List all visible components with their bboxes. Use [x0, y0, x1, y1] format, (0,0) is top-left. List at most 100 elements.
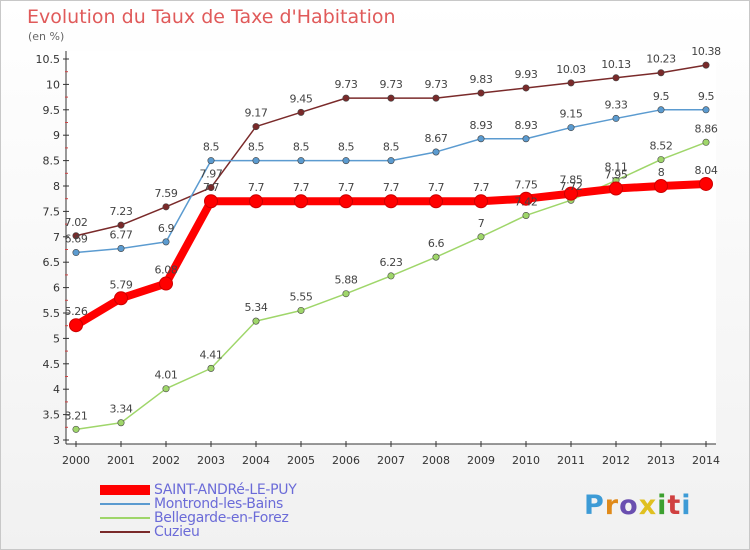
data-label: 7.97 — [200, 168, 223, 181]
y-tick-label: 5.5 — [43, 307, 61, 320]
data-label: 9.73 — [425, 78, 448, 91]
data-point — [699, 176, 713, 191]
data-point — [117, 244, 125, 252]
data-point — [432, 253, 440, 261]
data-point — [477, 89, 485, 97]
data-point — [207, 157, 215, 165]
data-point — [429, 194, 443, 209]
data-label: 8.93 — [470, 119, 493, 132]
data-point — [654, 179, 668, 193]
data-point — [522, 84, 530, 92]
legend-swatch — [100, 517, 150, 519]
data-label: 7.7 — [203, 181, 220, 194]
legend-swatch — [100, 485, 150, 495]
data-label: 7.7 — [248, 181, 265, 194]
data-label: 7.7 — [428, 181, 445, 194]
y-tick-label: 4 — [53, 383, 60, 396]
y-tick-label: 3 — [53, 434, 60, 447]
data-point — [117, 419, 125, 427]
data-point — [342, 290, 350, 298]
data-point — [567, 79, 575, 87]
data-label: 4.01 — [155, 369, 178, 382]
data-label: 7.42 — [515, 195, 538, 208]
data-label: 10.23 — [646, 53, 676, 66]
data-point — [114, 291, 128, 306]
data-label: 9.93 — [515, 68, 538, 81]
data-point — [162, 238, 170, 246]
x-tick-label: 2008 — [422, 454, 450, 467]
data-label: 8.67 — [425, 132, 448, 145]
data-label: 7.02 — [65, 216, 88, 229]
x-tick-label: 2009 — [467, 454, 495, 467]
data-label: 6.69 — [65, 233, 88, 246]
data-point — [117, 221, 125, 229]
data-label: 8.5 — [293, 141, 310, 154]
data-point — [72, 249, 80, 257]
x-tick-label: 2006 — [332, 454, 360, 467]
legend-label: Bellegarde-en-Forez — [154, 510, 289, 526]
legend-item: Bellegarde-en-Forez — [100, 510, 360, 526]
data-point — [249, 194, 263, 209]
logo-letter: x — [638, 490, 658, 521]
data-label: 7.7 — [383, 181, 400, 194]
x-tick-label: 2003 — [197, 454, 225, 467]
data-point — [252, 317, 260, 325]
data-label: 8.5 — [203, 141, 220, 154]
data-label: 3.34 — [110, 403, 133, 416]
data-point — [387, 272, 395, 280]
x-tick-label: 2004 — [242, 454, 270, 467]
data-label: 7.72 — [560, 180, 583, 193]
data-point — [519, 191, 533, 206]
data-point — [702, 138, 710, 146]
x-tick-label: 2014 — [692, 454, 720, 467]
x-tick-label: 2011 — [557, 454, 585, 467]
data-label: 6.77 — [110, 228, 133, 241]
legend-item: Montrond-les-Bains — [100, 496, 360, 512]
data-point — [477, 135, 485, 143]
data-point — [294, 194, 308, 209]
data-point — [702, 106, 710, 114]
logo-letter: i — [657, 490, 668, 521]
data-label: 8.5 — [338, 141, 355, 154]
legend-label: Montrond-les-Bains — [154, 496, 284, 512]
data-point — [297, 306, 305, 314]
data-label: 7.23 — [110, 205, 133, 218]
unit-label: (en %) — [28, 30, 65, 43]
data-label: 7.75 — [515, 179, 538, 192]
data-label: 8.5 — [383, 141, 400, 154]
x-tick-label: 2012 — [602, 454, 630, 467]
data-label: 10.13 — [601, 58, 631, 71]
data-label: 6.08 — [155, 264, 178, 277]
data-point — [204, 194, 218, 209]
y-tick-label: 9.5 — [43, 104, 61, 117]
data-label: 7.7 — [293, 181, 310, 194]
x-tick-label: 2005 — [287, 454, 315, 467]
proxiti-logo: Proxiti — [584, 490, 692, 521]
legend-label: SAINT-ANDRé-LE-PUY — [154, 482, 297, 498]
y-tick-label: 6 — [53, 282, 60, 295]
data-point — [609, 181, 623, 196]
x-tick-label: 2007 — [377, 454, 405, 467]
x-tick-label: 2013 — [647, 454, 675, 467]
data-point — [342, 157, 350, 165]
data-label: 8.93 — [515, 119, 538, 132]
y-tick-label: 6.5 — [43, 256, 61, 269]
data-point — [702, 61, 710, 69]
data-label: 3.21 — [65, 409, 88, 422]
data-point — [387, 94, 395, 102]
data-point — [72, 232, 80, 240]
data-label: 7.7 — [473, 181, 490, 194]
plot-area — [66, 51, 716, 444]
data-point — [159, 276, 173, 291]
data-label: 9.5 — [698, 90, 715, 103]
data-label: 6.6 — [428, 237, 445, 250]
data-point — [297, 157, 305, 165]
data-label: 6.23 — [380, 256, 403, 269]
data-label: 10.03 — [556, 63, 586, 76]
data-label: 8.11 — [605, 160, 628, 173]
legend-label: Cuzieu — [154, 524, 200, 540]
data-label: 8.5 — [248, 141, 265, 154]
legend-swatch — [100, 531, 150, 533]
data-point — [657, 156, 665, 164]
